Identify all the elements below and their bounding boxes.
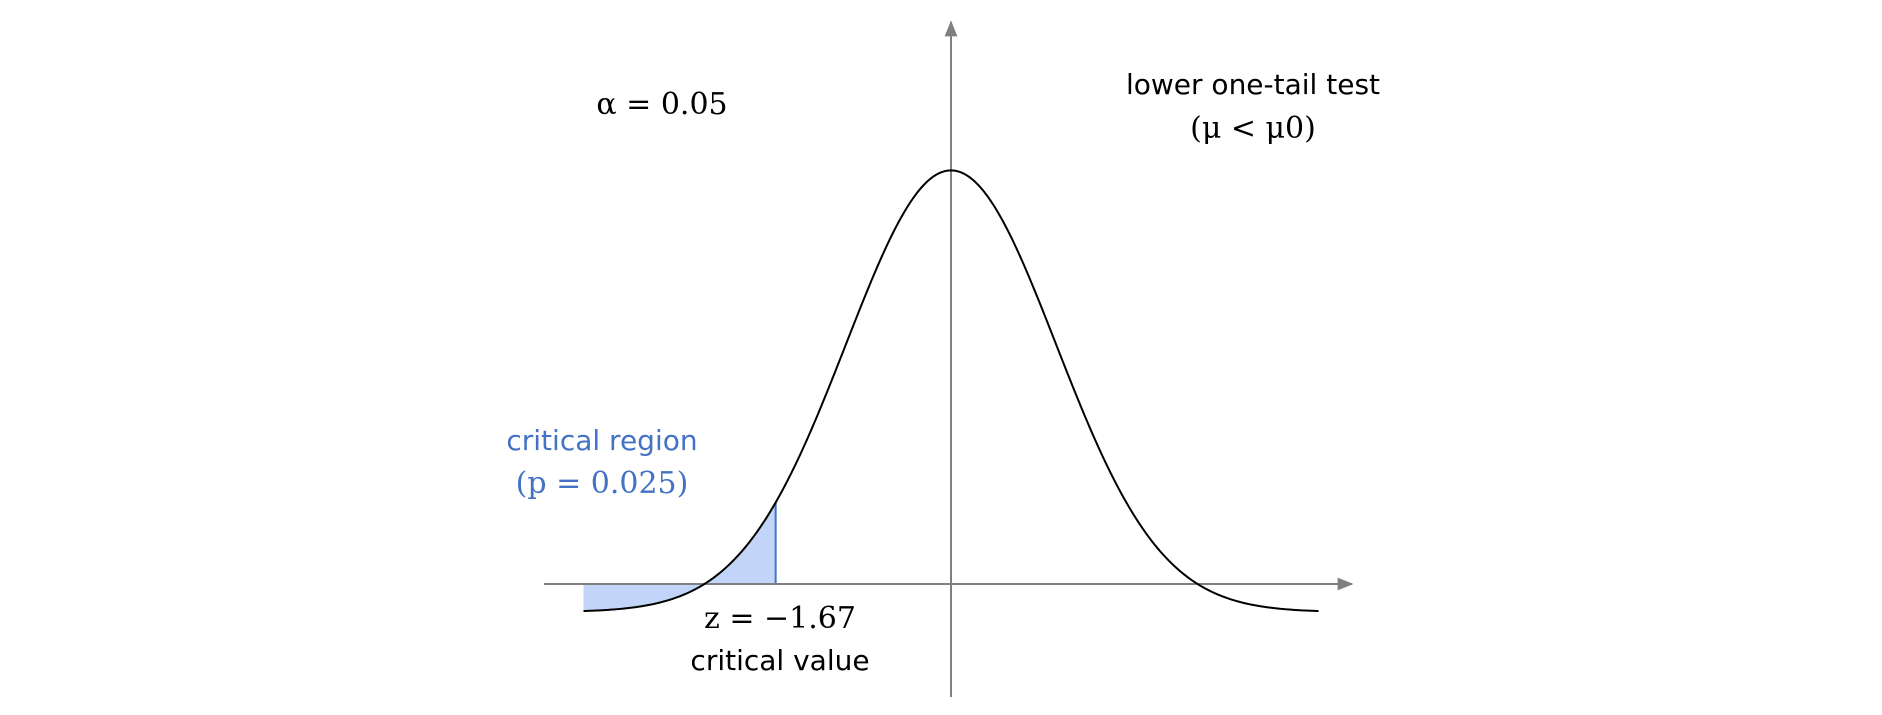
critical-region-label: critical region (506, 424, 697, 457)
critical-value-label: critical value (690, 644, 869, 677)
test-name-label: lower one-tail test (1126, 68, 1380, 101)
hypothesis-label: (μ < μ0) (1190, 111, 1316, 146)
normal-curve (583, 169, 1319, 613)
critical-region-p-label: (p = 0.025) (516, 466, 689, 501)
critical-region-area (583, 502, 776, 612)
alpha-label: α = 0.05 (596, 87, 727, 122)
z-value-label: z = −1.67 (704, 601, 856, 636)
